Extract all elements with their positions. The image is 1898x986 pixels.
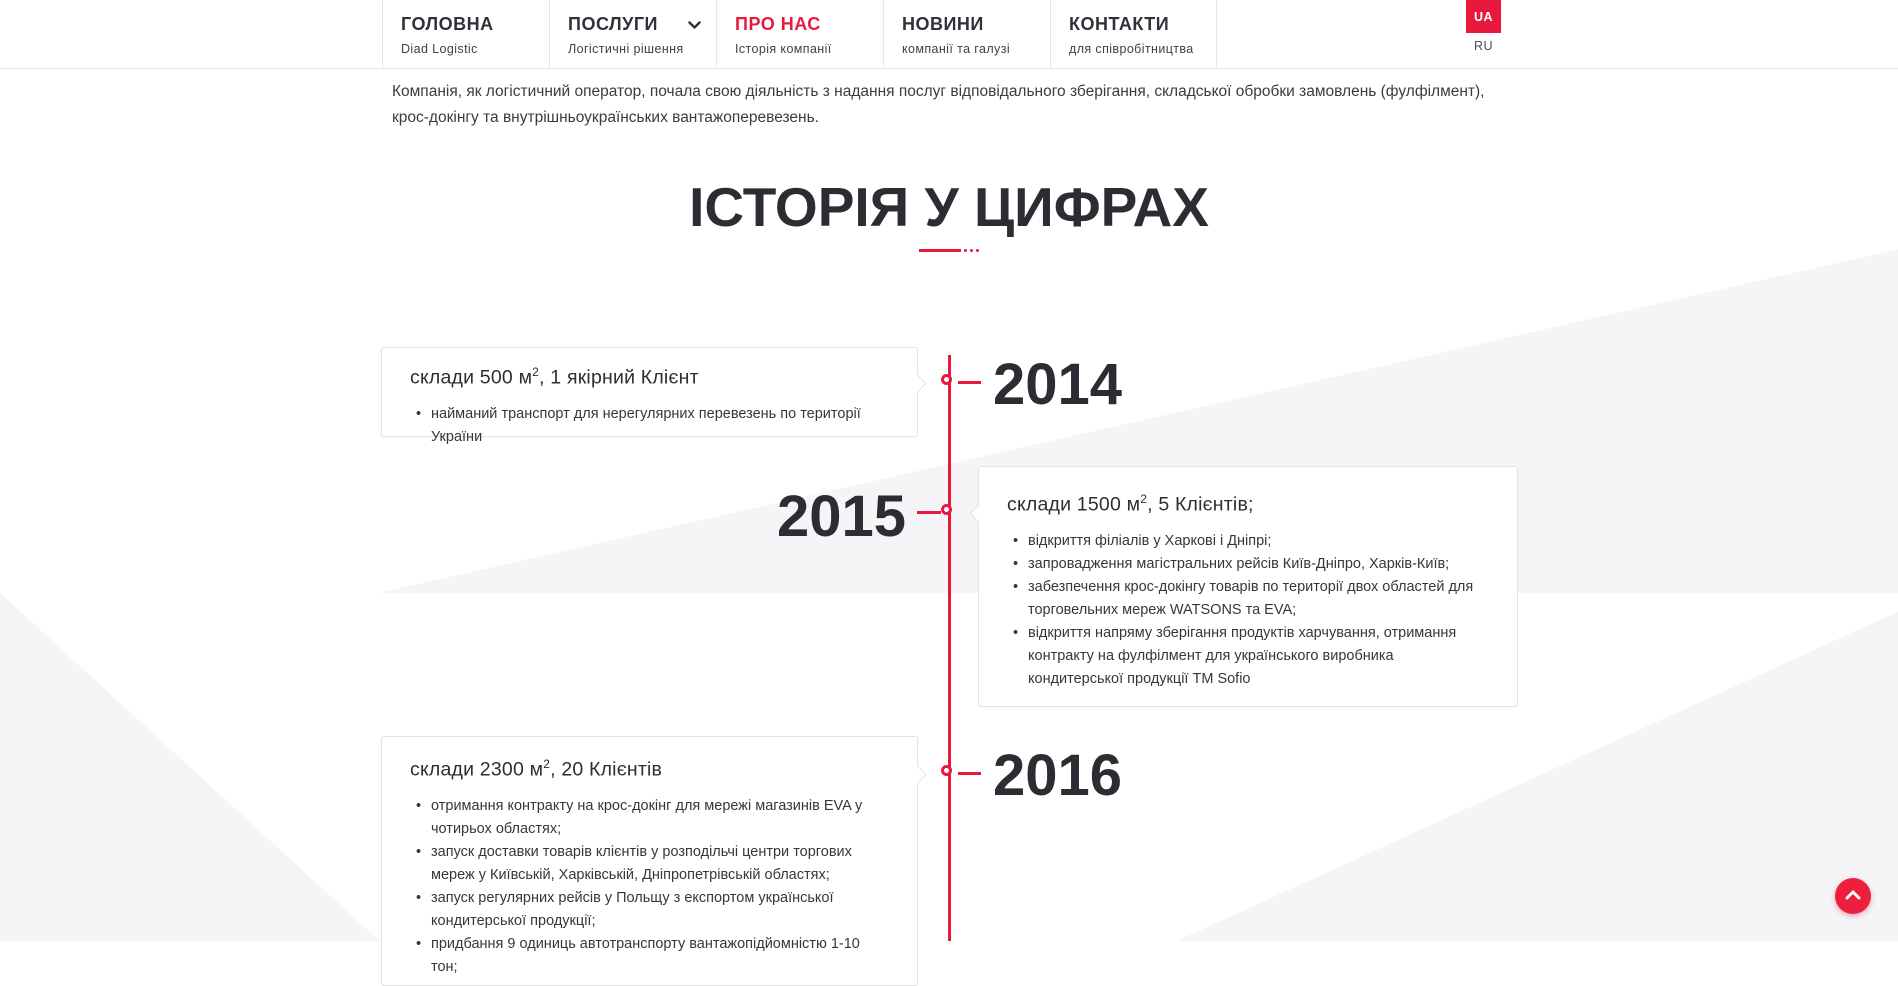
timeline-node-2014: [941, 374, 952, 385]
nav-item-services[interactable]: ПОСЛУГИ Логістичні рішення: [549, 0, 716, 69]
timeline-bullet: найманий транспорт для нерегулярних пере…: [410, 403, 889, 449]
timeline-bullet: забезпечення крос-докінгу товарів по тер…: [1007, 576, 1489, 622]
nav-item-about[interactable]: ПРО НАС Історія компанії: [716, 0, 883, 69]
nav-item-home-sublabel: Diad Logistic: [401, 42, 478, 56]
timeline-year-2015: 2015: [776, 484, 906, 549]
nav-item-news[interactable]: НОВИНИ компанії та галузі: [883, 0, 1050, 69]
chevron-down-icon: [688, 13, 701, 35]
timeline-bullet: придбання 9 одиниць автотранспорту ванта…: [410, 933, 889, 979]
language-ua-button[interactable]: UA: [1466, 0, 1501, 33]
nav-item-news-label: НОВИНИ: [902, 14, 984, 34]
timeline-card-2014: склади 500 м2, 1 якірний Клієнт найманий…: [381, 347, 927, 445]
nav-item-news-sublabel: компанії та галузі: [902, 42, 1010, 56]
language-switcher: UA RU: [1466, 0, 1501, 53]
card-bullet-list: найманий транспорт для нерегулярних пере…: [410, 403, 889, 449]
timeline-card-2016: склади 2300 м2, 20 Клієнтів отримання ко…: [381, 736, 927, 986]
nav-item-services-label: ПОСЛУГИ: [568, 14, 658, 34]
chevron-up-icon: [1845, 887, 1861, 905]
nav-item-about-label: ПРО НАС: [735, 14, 821, 34]
timeline-year-2016: 2016: [993, 743, 1123, 808]
page-title: ІСТОРІЯ У ЦИФРАХ: [689, 176, 1209, 238]
main-nav: ГОЛОВНА Diad Logistic ПОСЛУГИ Логістичні…: [382, 0, 1217, 69]
timeline-bullet: відкриття філіалів у Харкові і Дніпрі;: [1007, 530, 1489, 553]
language-ru-button[interactable]: RU: [1473, 39, 1494, 53]
timeline-bullet: запуск доставки товарів клієнтів у розпо…: [410, 841, 889, 887]
card-pointer: [908, 374, 927, 393]
nav-item-contacts-sublabel: для співробітництва: [1069, 42, 1194, 56]
card-title: склади 2300 м2, 20 Клієнтів: [410, 757, 663, 781]
nav-item-home-label: ГОЛОВНА: [401, 14, 494, 34]
nav-item-contacts-label: КОНТАКТИ: [1069, 14, 1170, 34]
intro-line-2: крос-докінгу та внутрішньоукраїнських ва…: [392, 109, 819, 126]
timeline-bullet: отримання контракту на крос-докінг для м…: [410, 795, 889, 841]
timeline-connector-2014: [958, 381, 981, 384]
timeline-connector-2016: [958, 772, 981, 775]
timeline-node-2015: [941, 504, 952, 515]
nav-item-home[interactable]: ГОЛОВНА Diad Logistic: [382, 0, 549, 69]
nav-item-contacts[interactable]: КОНТАКТИ для співробітництва: [1050, 0, 1217, 69]
intro-line-1: Компанія, як логістичний оператор, почал…: [392, 83, 1485, 100]
timeline-bullet: відкриття напряму зберігання продуктів х…: [1007, 622, 1489, 691]
scroll-top-button[interactable]: [1835, 878, 1871, 914]
site-header: ГОЛОВНА Diad Logistic ПОСЛУГИ Логістичні…: [0, 0, 1898, 69]
card-title: склади 500 м2, 1 якірний Клієнт: [410, 365, 699, 389]
title-divider: [0, 249, 1898, 252]
timeline-node-2016: [941, 765, 952, 776]
timeline-bullet: запуск регулярних рейсів у Польщу з експ…: [410, 887, 889, 933]
card-bullet-list: отримання контракту на крос-докінг для м…: [410, 795, 889, 979]
timeline-card-2015: склади 1500 м2, 5 Клієнтів; відкриття фі…: [969, 466, 1518, 707]
timeline-line: [948, 355, 951, 941]
nav-item-about-sublabel: Історія компанії: [735, 42, 832, 56]
card-pointer: [908, 765, 927, 784]
timeline-bullet: запровадження магістральних рейсів Київ-…: [1007, 553, 1489, 576]
card-bullet-list: відкриття філіалів у Харкові і Дніпрі;за…: [1007, 530, 1489, 691]
timeline-year-2014: 2014: [993, 352, 1123, 417]
timeline-connector-2015: [917, 511, 941, 514]
nav-item-services-sublabel: Логістичні рішення: [568, 42, 684, 56]
card-title: склади 1500 м2, 5 Клієнтів;: [1007, 492, 1254, 516]
intro-paragraph: Компанія, як логістичний оператор, почал…: [392, 79, 1552, 131]
